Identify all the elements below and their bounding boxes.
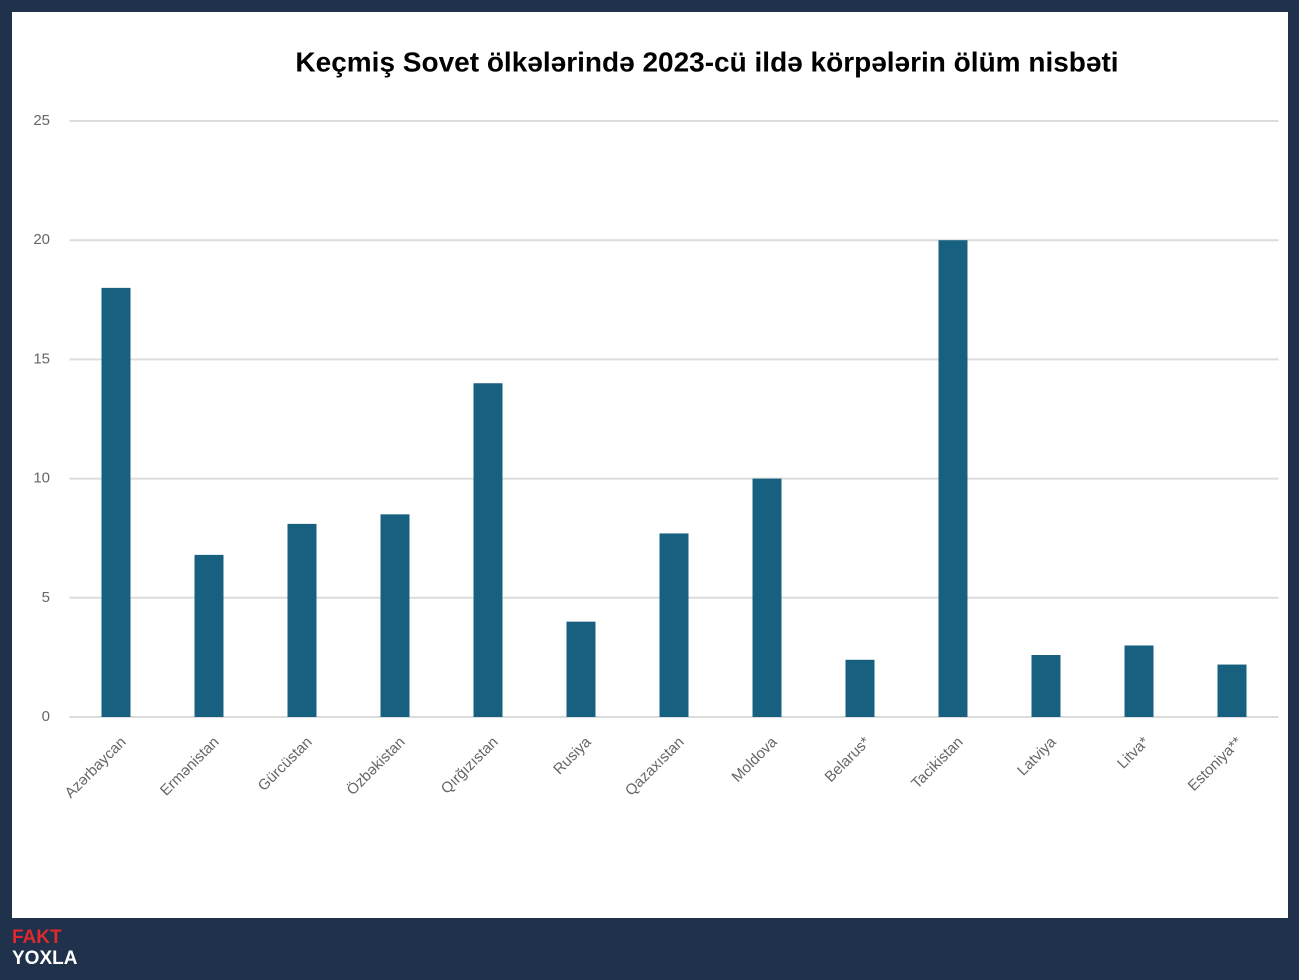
- bar: [752, 478, 782, 717]
- bar: [380, 514, 410, 717]
- y-tick-label: 5: [42, 589, 50, 606]
- bar: [287, 523, 317, 717]
- brand-logo-top: FAKT: [12, 927, 62, 948]
- bar: [473, 383, 503, 717]
- chart-title: Keçmiş Sovet ölkələrində 2023-cü ildə kö…: [295, 46, 1118, 77]
- bar: [194, 554, 224, 717]
- y-tick-label: 20: [33, 231, 50, 248]
- chart-panel: [12, 12, 1288, 918]
- bar: [1124, 645, 1154, 717]
- y-tick-label: 25: [33, 112, 50, 129]
- bar: [101, 287, 131, 717]
- y-tick-label: 10: [33, 470, 50, 487]
- brand-logo-bottom: YOXLA: [12, 948, 78, 969]
- bar: [938, 240, 968, 717]
- bar: [845, 659, 875, 717]
- bar: [566, 621, 596, 717]
- bar: [1217, 664, 1247, 717]
- y-tick-label: 0: [42, 708, 50, 725]
- bar: [1031, 655, 1061, 717]
- bar: [659, 533, 689, 717]
- y-tick-label: 15: [33, 350, 50, 367]
